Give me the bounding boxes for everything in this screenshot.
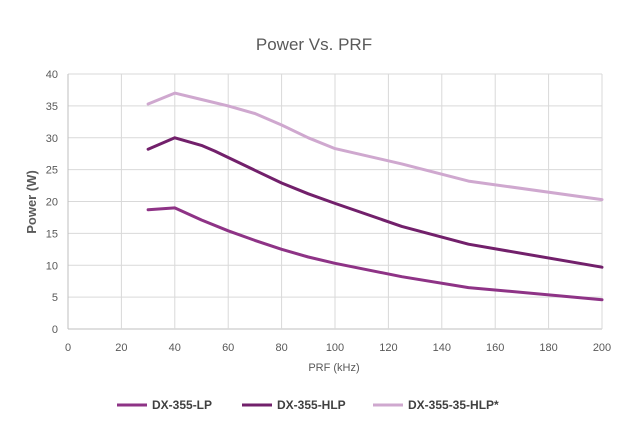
legend-label: DX-355-35-HLP* bbox=[408, 398, 499, 412]
x-tick-label: 160 bbox=[486, 342, 504, 354]
y-tick-label: 30 bbox=[46, 133, 58, 145]
y-tick-label: 10 bbox=[46, 260, 58, 272]
series-line-dx-355-hlp bbox=[146, 136, 604, 269]
x-tick-label: 120 bbox=[379, 342, 397, 354]
y-tick-label: 0 bbox=[52, 324, 58, 336]
axes: 0 5 10 15 20 25 30 35 40 0 20 40 60 80 100 120 140 160 180… bbox=[46, 69, 611, 354]
legend: DX-355-LP DX-355-HLP DX-355-35-HLP* bbox=[117, 398, 499, 412]
legend-label: DX-355-LP bbox=[152, 398, 212, 412]
x-tick-label: 20 bbox=[115, 342, 127, 354]
y-tick-label: 35 bbox=[46, 101, 58, 113]
x-tick-label: 200 bbox=[593, 342, 611, 354]
x-tick-label: 0 bbox=[65, 342, 71, 354]
legend-label: DX-355-HLP bbox=[277, 398, 346, 412]
y-tick-label: 20 bbox=[46, 197, 58, 209]
y-tick-label: 5 bbox=[52, 292, 58, 304]
gridlines bbox=[67, 73, 603, 330]
series-line-dx-355-lp bbox=[146, 206, 604, 302]
x-tick-label: 100 bbox=[326, 342, 344, 354]
x-tick-label: 40 bbox=[169, 342, 181, 354]
chart-title: Power Vs. PRF bbox=[256, 35, 372, 54]
x-axis-label: PRF (kHz) bbox=[308, 362, 359, 374]
y-tick-label: 15 bbox=[46, 228, 58, 240]
series-line-dx-355-35-hlp bbox=[146, 91, 604, 202]
x-tick-label: 80 bbox=[275, 342, 287, 354]
x-tick-label: 60 bbox=[222, 342, 234, 354]
y-tick-label: 25 bbox=[46, 165, 58, 177]
x-tick-label: 180 bbox=[539, 342, 557, 354]
y-axis-label: Power (W) bbox=[24, 170, 39, 234]
y-tick-label: 40 bbox=[46, 69, 58, 81]
x-tick-label: 140 bbox=[433, 342, 451, 354]
series-lines bbox=[146, 91, 604, 302]
